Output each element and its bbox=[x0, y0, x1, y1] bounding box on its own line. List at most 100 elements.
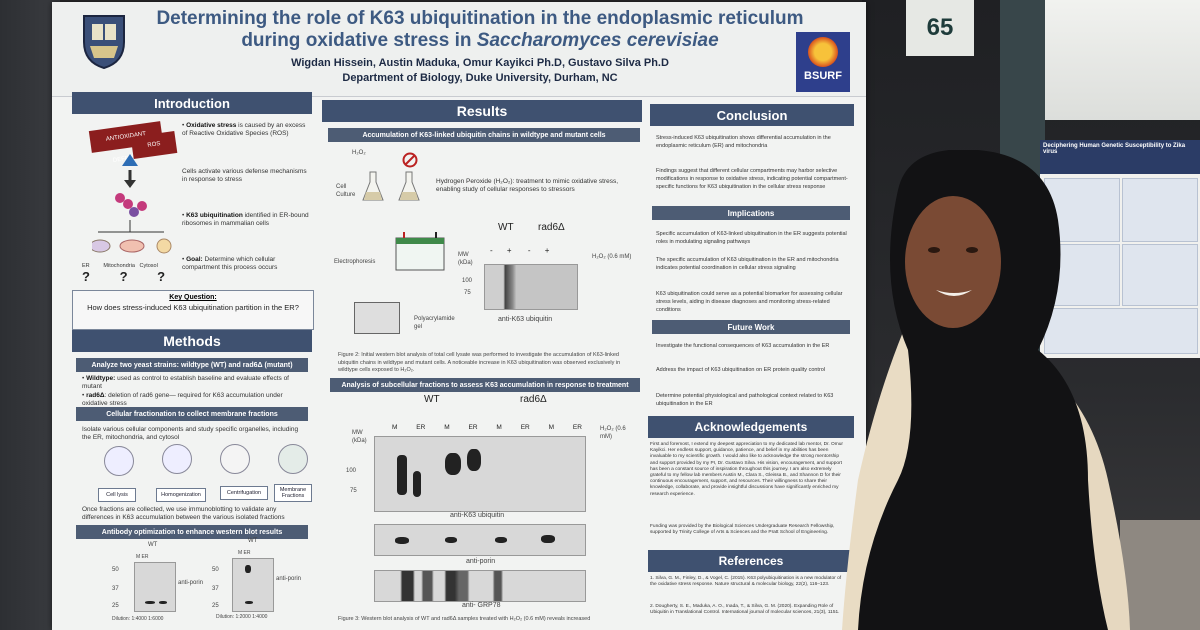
mw-37-b: 37 bbox=[212, 586, 219, 592]
antibody-antiporin-1: anti-porin bbox=[178, 580, 204, 586]
acknowledgements-heading: Acknowledgements bbox=[648, 416, 854, 438]
blot1-rad6-label: rad6Δ bbox=[538, 222, 565, 233]
blot-band bbox=[245, 565, 251, 573]
key-question-label: Key Question: bbox=[169, 294, 217, 301]
antibody-antiporin-2: anti-porin bbox=[276, 576, 302, 582]
polyacrylamide-gel-icon bbox=[354, 302, 400, 334]
presenter-person bbox=[842, 150, 1130, 630]
blot3-anti-porin: anti-porin bbox=[466, 558, 496, 565]
background-poster-panel bbox=[1122, 244, 1198, 306]
goal-text: Determine which cellular compartment thi… bbox=[182, 256, 278, 271]
blot-band bbox=[445, 537, 457, 543]
future-work-heading: Future Work bbox=[652, 320, 850, 334]
presenter-face bbox=[905, 196, 1001, 328]
intro-goal: • Goal: Determine which cellular compart… bbox=[182, 256, 278, 271]
intro-bullet-1-text: is caused by an excess of Reactive Oxida… bbox=[182, 122, 306, 137]
methods-sub-strains: Analyze two yeast strains: wildtype (WT)… bbox=[76, 358, 308, 372]
blot1-anti-k63: anti-K63 ubiquitin bbox=[498, 316, 553, 323]
stress-diagram bbox=[92, 154, 172, 254]
question-mark-icon: ? bbox=[82, 269, 90, 284]
intro-bullet-3: • K63 ubiquitination identified in ER-bo… bbox=[182, 212, 309, 227]
cell-culture-label: Cell Culture bbox=[336, 184, 356, 198]
author-list: Wigdan Hissein, Austin Maduka, Omur Kayi… bbox=[291, 57, 669, 69]
blot-band bbox=[159, 601, 167, 604]
title-line-1: Determining the role of K63 ubiquitinati… bbox=[156, 8, 804, 29]
mw-37: 37 bbox=[112, 586, 119, 592]
future-1: Investigate the functional consequences … bbox=[656, 343, 830, 349]
hydrogen-peroxide-text: Hydrogen Peroxide (H₂O₂): treatment to m… bbox=[436, 178, 619, 193]
question-mark-icon: ? bbox=[119, 269, 128, 284]
references-heading: References bbox=[648, 550, 854, 572]
rad6-label: rad6Δ bbox=[86, 392, 105, 399]
label-mitochondria: Mitochondria bbox=[103, 263, 135, 269]
lane-m: M bbox=[496, 424, 502, 431]
introduction-heading: Introduction bbox=[72, 92, 312, 114]
mw-25: 25 bbox=[112, 603, 119, 609]
implication-1: Specific accumulation of K63-linked ubiq… bbox=[656, 231, 847, 245]
blot2-k63-image bbox=[374, 436, 586, 512]
presenter-eye bbox=[928, 247, 940, 253]
implication-2: The specific accumulation of K63 ubiquit… bbox=[656, 257, 839, 271]
poster-authors: Wigdan Hissein, Austin Maduka, Omur Kayi… bbox=[130, 56, 830, 86]
methods-sub-fractionation: Cellular fractionation to collect membra… bbox=[76, 407, 308, 421]
methods-isolate: Isolate various cellular components and … bbox=[82, 426, 299, 441]
blot2-mw-label: MW (kDa) bbox=[352, 430, 367, 444]
antibody-wt-label: WT bbox=[148, 542, 158, 548]
methods-wildtype: • Wildtype: used as control to establish… bbox=[82, 375, 289, 390]
blot-band bbox=[445, 453, 461, 475]
intro-bullet-1-bold: Oxidative stress bbox=[186, 122, 237, 129]
funding-text: Funding was provided by the Biological S… bbox=[650, 524, 835, 536]
affiliation: Department of Biology, Duke University, … bbox=[342, 72, 618, 84]
window-light bbox=[1038, 0, 1200, 120]
electrophoresis-chamber-icon bbox=[395, 232, 445, 271]
label-cytosol: Cytosol bbox=[139, 263, 158, 269]
lane-m: M bbox=[548, 424, 555, 431]
presenter-smile bbox=[936, 290, 972, 296]
implications-heading: Implications bbox=[652, 206, 850, 220]
blot-band bbox=[395, 537, 409, 544]
results-heading: Results bbox=[322, 100, 642, 122]
intro-bullet-2: Cells activate various defense mechanism… bbox=[182, 168, 307, 183]
dilution-1: Dilution: 1:4000 1:6000 bbox=[112, 616, 164, 622]
blot1-signs: - + - + bbox=[490, 246, 590, 255]
question-mark-icon: ? bbox=[157, 269, 166, 284]
methods-once: Once fractions are collected, we use imm… bbox=[82, 506, 285, 521]
blot-band bbox=[413, 471, 421, 497]
h2o2-label: H₂O₂ bbox=[352, 150, 366, 156]
blot2-wt-label: WT bbox=[424, 394, 440, 405]
blot1-wt-label: WT bbox=[498, 222, 514, 233]
key-question-box: Key Question: How does stress-induced K6… bbox=[72, 290, 314, 330]
research-poster: Determining the role of K63 ubiquitinati… bbox=[52, 2, 866, 630]
flask-icon bbox=[362, 171, 384, 201]
antibody-wt-label-2: WT bbox=[248, 538, 258, 544]
sun-icon bbox=[808, 37, 838, 67]
results-sub-fractions: Analysis of subcellular fractions to ass… bbox=[330, 378, 640, 392]
mw-25-b: 25 bbox=[212, 603, 219, 609]
blot2-lane-labels: M ER M ER M ER M ER bbox=[392, 424, 582, 431]
blot2-mw-100: 100 bbox=[346, 468, 357, 474]
mw-50-b: 50 bbox=[212, 567, 219, 573]
blot3-porin-image bbox=[374, 524, 586, 556]
blot4-anti-grp78: anti- GRP78 bbox=[462, 602, 501, 609]
wildtype-text: used as control to establish baseline an… bbox=[82, 375, 289, 390]
centrifugation-icon bbox=[220, 444, 250, 474]
blot4-grp78-image bbox=[374, 570, 586, 602]
methods-rad6: • rad6Δ: deletion of rad6 gene— required… bbox=[82, 392, 283, 407]
background-poster-panel bbox=[1044, 308, 1198, 354]
gel-label: Polyacrylamide gel bbox=[414, 316, 455, 330]
floor bbox=[1120, 520, 1200, 630]
conclusion-bullet-2: Findings suggest that different cellular… bbox=[656, 168, 848, 190]
antibody-mer-label-2: M ER bbox=[238, 550, 251, 556]
blot1-h2o2-conc: H₂O₂ (0.6 mM) bbox=[592, 254, 632, 260]
booth-number-sign: 65 bbox=[906, 0, 974, 56]
sign-plus: + bbox=[544, 246, 550, 255]
lane-er: ER bbox=[520, 424, 530, 431]
organelle-labels: ER Mitochondria Cytosol bbox=[82, 262, 192, 270]
methods-heading: Methods bbox=[72, 330, 312, 352]
figure-2-caption: Figure 2: Initial western blot analysis … bbox=[338, 352, 621, 373]
mw-50: 50 bbox=[112, 567, 119, 573]
acknowledgements-text: First and foremost, I extend my deepest … bbox=[650, 442, 844, 497]
sign-minus: - bbox=[490, 246, 493, 255]
step-homogenization: Homogenization bbox=[156, 488, 206, 502]
intro-bullet-3-bold: K63 ubiquitination bbox=[186, 212, 243, 219]
